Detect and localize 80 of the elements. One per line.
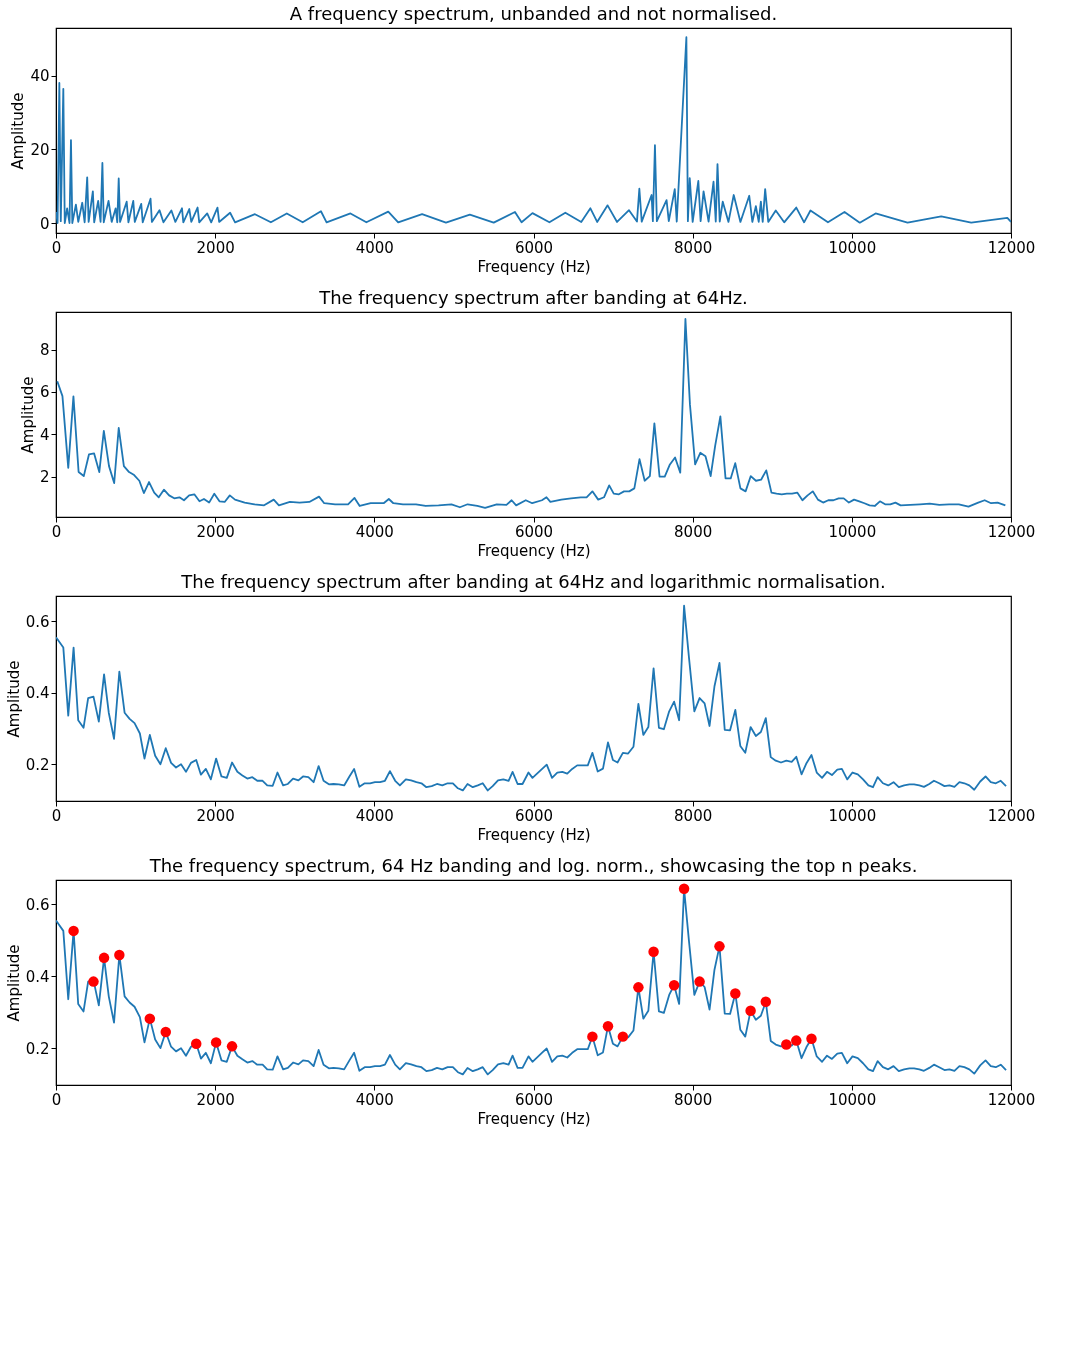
x-tick-label: 4000: [355, 806, 394, 825]
y-tick-label: 0.2: [25, 1039, 50, 1058]
x-tick-label: 12000: [987, 522, 1036, 541]
y-tick-label: 8: [39, 341, 50, 360]
point: [668, 979, 680, 991]
chart-title: The frequency spectrum, 64 Hz banding and log. norm., showcasing the top n peaks.: [148, 855, 918, 876]
line-series: [56, 604, 1007, 792]
x-axis-title: Frequency (Hz): [477, 825, 591, 844]
x-tick-label: 8000: [674, 522, 713, 541]
point: [633, 982, 644, 993]
x-tick-label: 0: [51, 522, 62, 541]
x-tick-label: 2000: [196, 806, 235, 825]
x-tick-label: 0: [51, 238, 62, 257]
x-tick-label: 12000: [987, 1090, 1036, 1109]
x-tick-label: 10000: [828, 1090, 877, 1109]
point: [602, 1020, 614, 1032]
chart-title: The frequency spectrum after banding at 64Hz and logarithmic normalisation.: [180, 571, 886, 592]
x-tick-label: 10000: [828, 806, 877, 825]
line-series: [56, 36, 1011, 224]
x-tick-label: 2000: [196, 1090, 235, 1109]
x-axis-title: Frequency (Hz): [477, 257, 591, 276]
y-tick-label: 0.6: [25, 895, 50, 914]
y-axis-title: Amplitude: [9, 92, 28, 170]
point: [760, 996, 772, 1007]
point: [730, 988, 741, 999]
point: [791, 1035, 802, 1046]
point: [648, 946, 659, 957]
x-axis-title: Frequency (Hz): [477, 541, 591, 560]
x-tick-label: 10000: [828, 238, 877, 257]
point: [190, 1038, 202, 1050]
x-tick-label: 12000: [987, 238, 1036, 257]
x-tick-label: 10000: [828, 522, 877, 541]
y-tick-label: 6: [39, 383, 50, 402]
chart-title: A frequency spectrum, unbanded and not normalised.: [289, 3, 778, 24]
x-tick-label: 4000: [355, 1090, 394, 1109]
y-tick-label: 0.4: [25, 684, 50, 703]
x-tick-label: 0: [51, 806, 62, 825]
y-tick-label: 0.2: [25, 755, 50, 774]
x-tick-label: 2000: [196, 238, 235, 257]
y-axis-title: Amplitude: [4, 944, 23, 1022]
point: [68, 925, 79, 937]
x-tick-label: 12000: [987, 806, 1036, 825]
point: [144, 1013, 156, 1024]
y-tick-label: 20: [30, 140, 50, 159]
point: [694, 976, 705, 987]
y-tick-label: 0: [39, 214, 50, 233]
y-axis-title: Amplitude: [4, 660, 23, 738]
x-tick-label: 4000: [355, 238, 394, 257]
point: [98, 952, 110, 964]
point: [114, 949, 125, 961]
point: [678, 883, 690, 895]
point: [714, 941, 725, 952]
x-tick-label: 0: [51, 1090, 62, 1109]
x-tick-label: 8000: [674, 238, 713, 257]
x-axis-title: Frequency (Hz): [477, 1109, 591, 1128]
x-tick-label: 8000: [674, 1090, 713, 1109]
point: [781, 1039, 792, 1050]
x-tick-label: 6000: [514, 522, 554, 541]
x-tick-label: 2000: [196, 522, 235, 541]
x-tick-label: 4000: [355, 522, 394, 541]
point: [745, 1005, 756, 1016]
chart-title: The frequency spectrum after banding at 64Hz.: [318, 287, 748, 308]
point: [806, 1033, 817, 1045]
point: [210, 1037, 222, 1048]
y-tick-label: 0.4: [25, 967, 50, 986]
y-tick-label: 4: [39, 425, 50, 444]
y-tick-label: 2: [39, 468, 50, 487]
line-series: [56, 318, 1007, 509]
point: [587, 1031, 598, 1042]
x-tick-label: 8000: [674, 806, 713, 825]
y-tick-label: 0.6: [25, 612, 50, 631]
y-axis-title: Amplitude: [18, 376, 37, 454]
point: [160, 1026, 171, 1038]
point: [226, 1041, 238, 1052]
y-tick-label: 40: [30, 67, 50, 86]
point: [617, 1031, 629, 1042]
x-tick-label: 6000: [514, 806, 554, 825]
x-tick-label: 6000: [514, 238, 554, 257]
x-tick-label: 6000: [514, 1090, 554, 1109]
point: [88, 976, 99, 987]
